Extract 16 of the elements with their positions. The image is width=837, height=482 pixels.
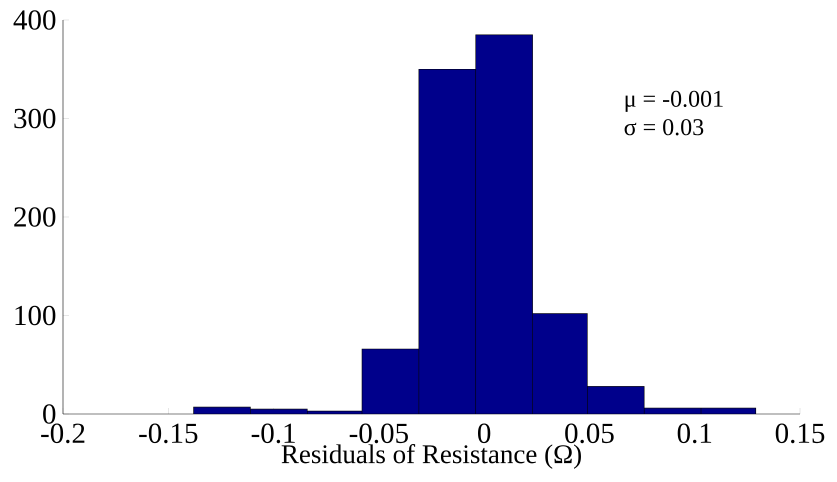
x-tick-label: -0.1 bbox=[252, 424, 295, 444]
y-tick-label: 300 bbox=[14, 108, 56, 128]
x-tick-label: 0.05 bbox=[565, 424, 614, 444]
y-tick-label: 400 bbox=[14, 10, 56, 30]
x-tick-label: 0.1 bbox=[678, 424, 712, 444]
x-tick-label: 0.15 bbox=[776, 424, 824, 444]
y-tick-label: 0 bbox=[43, 404, 56, 424]
x-tick-label: -0.15 bbox=[139, 424, 198, 444]
y-tick-label: 100 bbox=[16, 306, 56, 326]
x-tick-label: -0.2 bbox=[41, 424, 84, 444]
x-tick-label: -0.05 bbox=[350, 424, 408, 444]
x-tick-label: 0 bbox=[478, 424, 490, 444]
annotation: μ = -0.001 bbox=[626, 90, 723, 112]
annotation: σ = 0.03 bbox=[624, 119, 704, 136]
x-axis-title: Residuals of Resistance (Ω) bbox=[282, 444, 581, 469]
y-tick-label: 200 bbox=[14, 207, 56, 227]
